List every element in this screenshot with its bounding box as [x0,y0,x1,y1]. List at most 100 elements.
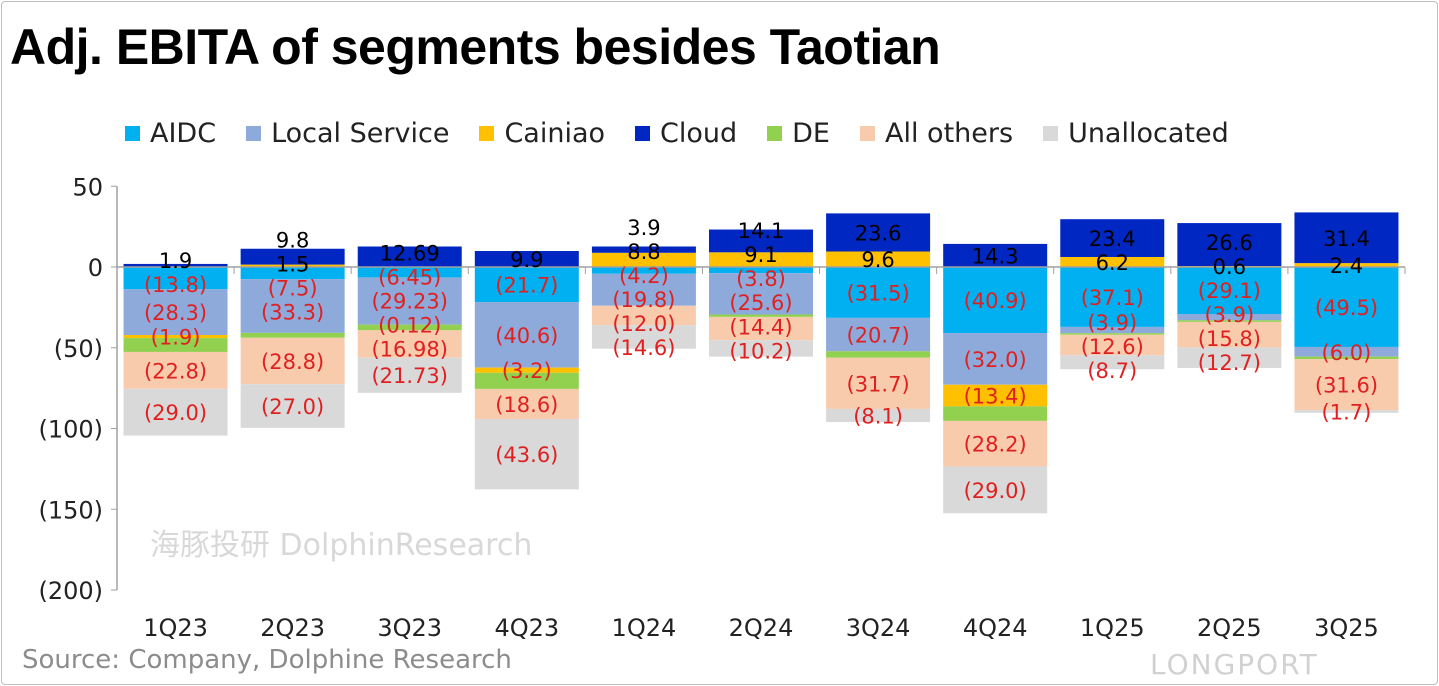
data-label: (29.23) [371,289,448,313]
bar-segment-all-others [1177,321,1282,348]
data-label: 2.4 [1330,254,1363,278]
bar-segment-cloud [240,248,345,265]
data-label: (14.6) [612,336,675,360]
data-label: (31.6) [1315,374,1378,398]
bar-segment-all-others [474,388,579,419]
data-label: (6.45) [378,265,441,289]
bar-segment-de [826,351,931,358]
watermark: 海豚投研 DolphinResearch [150,528,533,563]
data-label: (8.1) [853,404,903,428]
bar-segment-aidc [240,267,345,280]
x-tick-label: 1Q23 [143,614,208,642]
legend-label: AIDC [150,118,217,149]
bar-segment-local-service [357,277,462,325]
legend-label: DE [792,118,830,149]
bar-segment-unallocated [1294,410,1399,413]
bar-segment-cainiao [1294,263,1399,267]
legend-item: Cainiao [479,118,605,149]
data-label: 1.5 [276,252,309,276]
bar-segment-de [1294,356,1399,360]
data-label: (8.7) [1087,359,1137,383]
data-label: (3.2) [502,359,552,383]
bar-segment-local-service [943,333,1048,385]
legend-item: All others [860,118,1013,149]
legend-label: Local Service [271,118,450,149]
x-tick-label: 3Q24 [846,614,911,642]
data-label: (3.9) [1204,303,1254,327]
x-tick-label: 4Q24 [963,614,1028,642]
bar-segment-cloud [1060,219,1165,257]
bar-segment-cainiao [240,264,345,267]
bar-segment-unallocated [591,325,696,349]
data-label: (16.98) [371,337,448,361]
legend-item: Local Service [246,118,449,149]
data-label: 9.1 [744,243,777,267]
bar-segment-all-others [709,316,813,341]
data-label: (7.5) [268,276,318,300]
legend: AIDC Local Service Cainiao Cloud DE All other… [125,118,1259,149]
data-label: (1.9) [151,326,201,350]
legend-swatch [246,126,262,141]
data-label: (21.73) [371,364,448,388]
chart-title: Adj. EBITA of segments besides Taotian [10,19,941,75]
legend-item: Cloud [635,118,737,149]
data-label: (14.4) [729,315,792,339]
bar-segment-cloud [943,243,1048,267]
bar-segment-unallocated [826,408,931,423]
data-label: (32.0) [964,348,1027,372]
bar-segment-cainiao [1060,256,1165,267]
bar-segment-cloud [591,246,696,253]
legend-swatch [767,126,783,141]
data-label: (21.7) [495,274,558,298]
data-label: (31.5) [847,281,910,305]
bar-segment-unallocated [1177,347,1282,368]
data-label: 9.8 [276,228,309,252]
bar-segment-cloud [1177,223,1282,267]
data-label: 9.6 [861,248,894,272]
bar-segment-unallocated [357,357,462,393]
data-label: 8.8 [627,240,660,264]
data-label: 6.2 [1096,251,1129,275]
data-label: (12.7) [1198,351,1261,375]
data-label: 3.9 [627,216,660,240]
bar-segment-unallocated [709,340,813,357]
bar-segment-aidc [943,267,1048,334]
bar-segment-de [709,314,813,317]
bar-segment-unallocated [123,388,228,436]
bar-segment-local-service [709,273,813,315]
legend-swatch [1043,126,1059,141]
data-label: (28.8) [261,350,324,374]
y-tick-label: 0 [88,254,103,282]
x-tick-label: 1Q25 [1080,614,1145,642]
bar-segment-de [943,406,1048,421]
bar-segment-aidc [123,267,228,290]
y-tick-label: (150) [38,496,103,524]
bar-segment-cainiao [591,252,696,267]
data-label: (12.0) [612,312,675,336]
data-label: (49.5) [1315,296,1378,320]
bar-segment-cainiao [943,384,1048,407]
bar-segment-cloud [709,229,813,253]
bar-segment-local-service [826,317,931,352]
bar-segment-local-service [1177,313,1282,321]
x-tick-label: 2Q23 [260,614,325,642]
bar-segment-cainiao [474,367,579,373]
legend-swatch [125,126,140,141]
source-note: Source: Company, Dolphine Research [22,645,512,675]
bar-segment-local-service [123,289,228,335]
bar-segment-unallocated [1060,355,1165,370]
bar-segment-de [123,338,228,352]
data-label: (1.7) [1322,400,1372,424]
x-tick-label: 2Q24 [729,614,794,642]
bar-segment-all-others [591,305,696,326]
bar-segment-aidc [591,267,696,274]
data-label: 1.9 [159,249,192,273]
data-label: (29.0) [144,401,207,425]
legend-swatch [479,126,495,141]
bar-segment-de [1060,333,1165,335]
x-tick-label: 3Q25 [1314,614,1379,642]
bar-segment-cloud [1294,212,1399,264]
x-tick-label: 3Q23 [377,614,442,642]
bar-segment-all-others [123,351,228,389]
y-tick-label: (200) [38,577,103,605]
